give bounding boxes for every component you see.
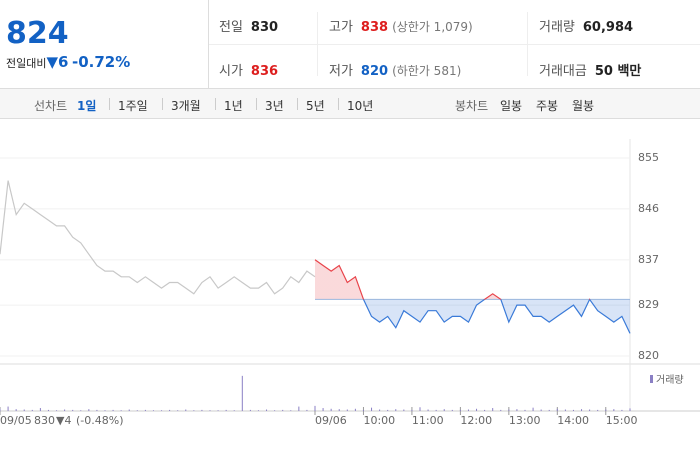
line bbox=[314, 259, 631, 334]
y-tick-label: 846 bbox=[638, 202, 659, 215]
change-icon: ▼ bbox=[46, 53, 59, 71]
stat-value: 820 bbox=[360, 64, 389, 79]
stat-value: 838 bbox=[360, 20, 389, 35]
stat: 고가 838 (상한가 1,079) bbox=[329, 16, 473, 35]
stat-value: 50 백만 bbox=[594, 64, 642, 79]
info-price: 830 bbox=[34, 414, 55, 427]
tab-bar: 선차트 1일 1주일 3개월 1년 3년 5년 10년 봉차트 일봉 주봉 월봉 bbox=[0, 89, 700, 119]
chart: 820 829 837 846 855 09/05 09/06 10:00 11:00 12:00… bbox=[0, 139, 700, 427]
stat-label: 전일 bbox=[219, 20, 243, 35]
tab[interactable]: 10년 bbox=[347, 99, 374, 113]
stats: 전일 830 고가 838 (상한가 1,079) 거래량 60,984 시가 836 저가 820… bbox=[209, 0, 700, 88]
tab[interactable]: 3개월 bbox=[171, 99, 201, 113]
change: 전일대비▼6 -0.72% bbox=[6, 53, 130, 71]
y-tick-label: 820 bbox=[638, 349, 659, 362]
x-tick-label: 10:00 bbox=[363, 414, 395, 427]
tab[interactable]: 1일 bbox=[77, 99, 97, 113]
tab-label: 선차트 bbox=[34, 99, 68, 113]
x-tick-label: 14:00 bbox=[557, 414, 589, 427]
info-change: ▼4 bbox=[56, 414, 71, 427]
stat-value: 830 bbox=[250, 20, 279, 35]
tab[interactable]: 5년 bbox=[306, 99, 325, 113]
header: 824 전일대비▼6 -0.72% 전일 830 고가 838 (상한가 1,079) 거… bbox=[0, 0, 700, 89]
x-tick-label: 11:00 bbox=[412, 414, 444, 427]
stat-label: 거래대금 bbox=[539, 64, 587, 79]
tab-sep bbox=[256, 98, 257, 110]
stat: 거래대금 50 백만 bbox=[539, 60, 641, 79]
y-tick-label: 829 bbox=[638, 298, 659, 311]
price: 824 bbox=[6, 16, 69, 51]
tab[interactable]: 1년 bbox=[224, 99, 243, 113]
stat: 거래량 60,984 bbox=[539, 16, 633, 35]
x-tick-label: 12:00 bbox=[460, 414, 492, 427]
change-label: 전일대비 bbox=[6, 57, 47, 70]
line bbox=[0, 180, 316, 295]
legend-swatch bbox=[650, 375, 653, 383]
stat-value: 836 bbox=[250, 64, 279, 79]
x-tick-label: 13:00 bbox=[509, 414, 541, 427]
tab[interactable]: 주봉 bbox=[536, 99, 559, 113]
stat-value: 60,984 bbox=[582, 20, 634, 35]
stat-note: (상한가 1,079) bbox=[392, 20, 473, 34]
x-tick-label: 09/05 bbox=[0, 414, 32, 427]
tab-sep bbox=[215, 98, 216, 110]
change-value: 6 bbox=[58, 53, 69, 71]
stat-label: 저가 bbox=[329, 64, 353, 79]
tab-sep bbox=[338, 98, 339, 110]
stat-label: 거래량 bbox=[539, 20, 575, 35]
divider bbox=[527, 12, 528, 76]
info-rate: (-0.48%) bbox=[76, 414, 124, 427]
divider bbox=[317, 12, 318, 76]
stat: 전일 830 bbox=[219, 16, 278, 35]
legend-label: 거래량 bbox=[656, 374, 684, 386]
stat: 저가 820 (하한가 581) bbox=[329, 60, 461, 79]
tab[interactable]: 일봉 bbox=[500, 99, 523, 113]
divider bbox=[209, 44, 700, 45]
tab-sep bbox=[109, 98, 110, 110]
tab-label: 봉차트 bbox=[455, 99, 489, 113]
tab[interactable]: 1주일 bbox=[118, 99, 148, 113]
stat-note: (하한가 581) bbox=[392, 64, 462, 78]
change-rate: -0.72% bbox=[71, 53, 131, 71]
area bbox=[315, 259, 630, 334]
stat-label: 고가 bbox=[329, 20, 353, 35]
x-tick-label: 09/06 bbox=[315, 414, 347, 427]
price-box: 824 전일대비▼6 -0.72% bbox=[0, 0, 209, 88]
stat: 시가 836 bbox=[219, 60, 278, 79]
stat-label: 시가 bbox=[219, 64, 243, 79]
tab-sep bbox=[297, 98, 298, 110]
tab-sep bbox=[162, 98, 163, 110]
y-tick-label: 855 bbox=[638, 151, 659, 164]
tab[interactable]: 월봉 bbox=[572, 99, 595, 113]
tab[interactable]: 3년 bbox=[265, 99, 284, 113]
y-tick-label: 837 bbox=[638, 253, 659, 266]
x-tick-label: 15:00 bbox=[606, 414, 638, 427]
